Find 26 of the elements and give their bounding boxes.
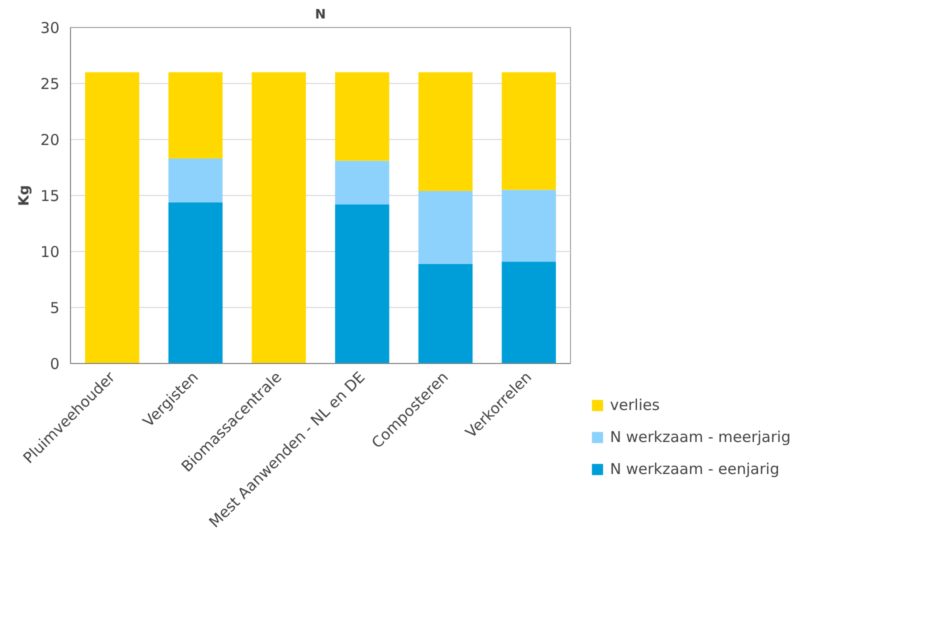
y-tick-label: 30: [40, 19, 60, 37]
legend-label: N werkzaam - eenjarig: [610, 460, 780, 478]
bar: [168, 72, 223, 159]
bar: [168, 158, 223, 202]
y-tick-label: 0: [50, 355, 60, 373]
bar: [85, 72, 140, 364]
bar: [418, 72, 473, 192]
bar: [335, 204, 390, 364]
y-tick-label: 5: [50, 299, 60, 317]
bar: [252, 72, 306, 364]
y-tick-label: 15: [40, 187, 60, 205]
y-tick-label: 10: [40, 243, 60, 261]
bar: [168, 202, 223, 364]
y-tick-label: 20: [40, 131, 60, 149]
chart-title: N: [315, 8, 326, 22]
bar: [418, 191, 473, 264]
bar: [418, 264, 473, 364]
bar: [335, 72, 390, 161]
y-tick-label: 25: [40, 75, 60, 93]
bar: [335, 160, 390, 204]
y-axis-title: Kg: [16, 185, 32, 206]
legend-label: N werkzaam - meerjarig: [610, 428, 791, 446]
bar: [502, 190, 556, 262]
bar: [502, 262, 556, 364]
legend-label: verlies: [610, 396, 660, 414]
bar: [502, 72, 556, 190]
